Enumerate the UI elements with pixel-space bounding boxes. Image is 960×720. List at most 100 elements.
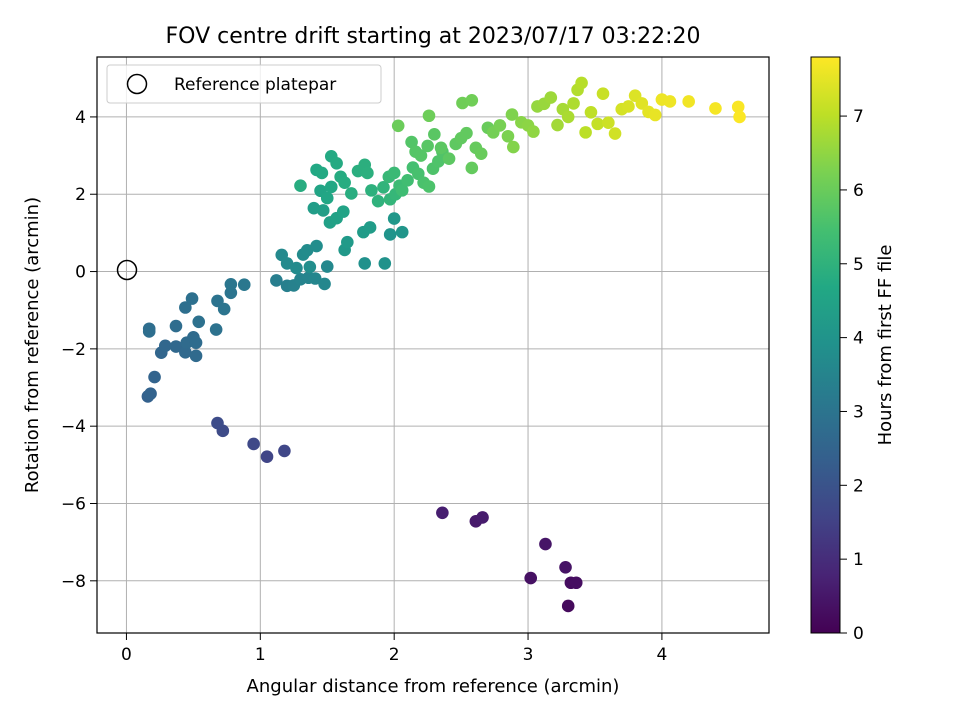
- scatter-point: [436, 506, 449, 520]
- scatter-point: [421, 139, 434, 153]
- y-tick-label: −4: [61, 417, 86, 437]
- scatter-point: [561, 599, 575, 613]
- scatter-point: [148, 370, 161, 384]
- scatter-point: [544, 91, 558, 104]
- scatter-point: [338, 176, 351, 189]
- scatter-point: [507, 140, 520, 154]
- scatter-point: [405, 135, 418, 149]
- scatter-point: [320, 260, 334, 273]
- scatter-point: [635, 97, 649, 110]
- y-tick-label: −8: [61, 572, 86, 592]
- scatter-point: [432, 155, 445, 168]
- scatter-point: [428, 128, 441, 141]
- legend-frame: [106, 64, 382, 104]
- y-axis-label: Rotation from reference (arcmin): [22, 197, 43, 493]
- chart-title: FOV centre drift starting at 2023/07/17 …: [166, 24, 701, 49]
- scatter-point: [192, 315, 206, 329]
- scatter-point: [142, 325, 156, 338]
- scatter-point: [363, 221, 377, 234]
- scatter-point: [422, 180, 436, 193]
- scatter-point: [358, 257, 372, 270]
- scatter-point: [211, 416, 224, 430]
- x-axis-ticks: 0 1 2 3 4: [121, 633, 667, 665]
- scatter-point: [217, 302, 231, 316]
- colorbar-tick-label: 5: [853, 255, 864, 275]
- scatter-point: [442, 152, 456, 165]
- colorbar-tick-label: 1: [853, 550, 864, 570]
- scatter-point: [524, 571, 538, 585]
- scatter-point: [602, 116, 615, 130]
- scatter-point: [395, 184, 409, 197]
- y-axis-ticks: −8 −6 −4 −2 0 2 4: [61, 108, 97, 592]
- y-tick-label: 0: [75, 263, 86, 283]
- scatter-point: [179, 346, 192, 359]
- colorbar-tick-label: 3: [853, 402, 864, 422]
- scatter-point: [395, 225, 409, 239]
- scatter-point: [539, 537, 552, 551]
- scatter-point: [551, 118, 564, 132]
- scatter-point: [308, 272, 322, 285]
- reference-point-marker: [116, 259, 138, 281]
- scatter-point: [387, 166, 401, 180]
- y-tick-label: 2: [75, 185, 86, 205]
- scatter-point: [179, 301, 192, 314]
- scatter-point: [387, 212, 401, 225]
- grid: [97, 57, 769, 633]
- scatter-point: [474, 147, 488, 160]
- scatter-point: [575, 76, 588, 90]
- scatter-point: [209, 323, 223, 336]
- scatter-point: [303, 260, 317, 274]
- colorbar-label: Hours from first FF file: [875, 245, 896, 446]
- colorbar-tick-label: 7: [853, 107, 864, 127]
- scatter-point: [465, 161, 479, 175]
- scatter-point: [608, 127, 622, 140]
- scatter-point: [330, 157, 343, 170]
- scatter-point: [731, 100, 745, 114]
- scatter-point: [460, 126, 473, 140]
- colorbar: [810, 56, 841, 634]
- scatter-point: [371, 194, 385, 208]
- y-tick-label: −2: [61, 340, 86, 360]
- scatter-point: [158, 339, 172, 353]
- scatter-point: [569, 576, 583, 590]
- x-tick-label: 3: [523, 645, 534, 665]
- scatter-point: [169, 319, 183, 333]
- scatter-point: [383, 228, 397, 241]
- scatter-point: [169, 340, 183, 353]
- scatter-point: [320, 191, 334, 205]
- x-tick-label: 2: [389, 645, 400, 665]
- scatter-point: [300, 243, 314, 257]
- scatter-point: [316, 204, 330, 217]
- scatter-point: [341, 235, 354, 249]
- scatter-point: [559, 560, 572, 574]
- scatter-point: [434, 141, 448, 155]
- scatter-point: [189, 336, 203, 349]
- scatter-point: [584, 105, 598, 119]
- scatter-point: [493, 119, 507, 132]
- legend-marker: [126, 73, 148, 95]
- x-tick-label: 4: [656, 645, 667, 665]
- scatter-point: [501, 129, 515, 143]
- scatter-point: [260, 450, 274, 464]
- plot-frame: [96, 56, 770, 634]
- scatter-point: [648, 108, 662, 122]
- scatter-point: [596, 87, 610, 101]
- scatter-point: [247, 437, 260, 451]
- y-tick-label: −6: [61, 494, 86, 514]
- scatter-point: [144, 387, 157, 401]
- scatter-point: [237, 278, 251, 291]
- colorbar-tick-label: 0: [853, 624, 864, 644]
- scatter-point: [579, 126, 592, 139]
- scatter-point: [189, 349, 203, 363]
- scatter-point: [414, 149, 428, 162]
- colorbar-tick-label: 6: [853, 181, 864, 201]
- scatter-point: [318, 277, 331, 291]
- x-tick-label: 0: [121, 645, 132, 665]
- x-tick-label: 1: [255, 645, 266, 665]
- y-tick-label: 4: [75, 108, 86, 128]
- scatter-point: [224, 278, 238, 291]
- scatter-point: [505, 108, 519, 121]
- scatter-point: [527, 125, 540, 138]
- legend: Reference platepar: [106, 64, 382, 104]
- scatter-point: [270, 274, 283, 287]
